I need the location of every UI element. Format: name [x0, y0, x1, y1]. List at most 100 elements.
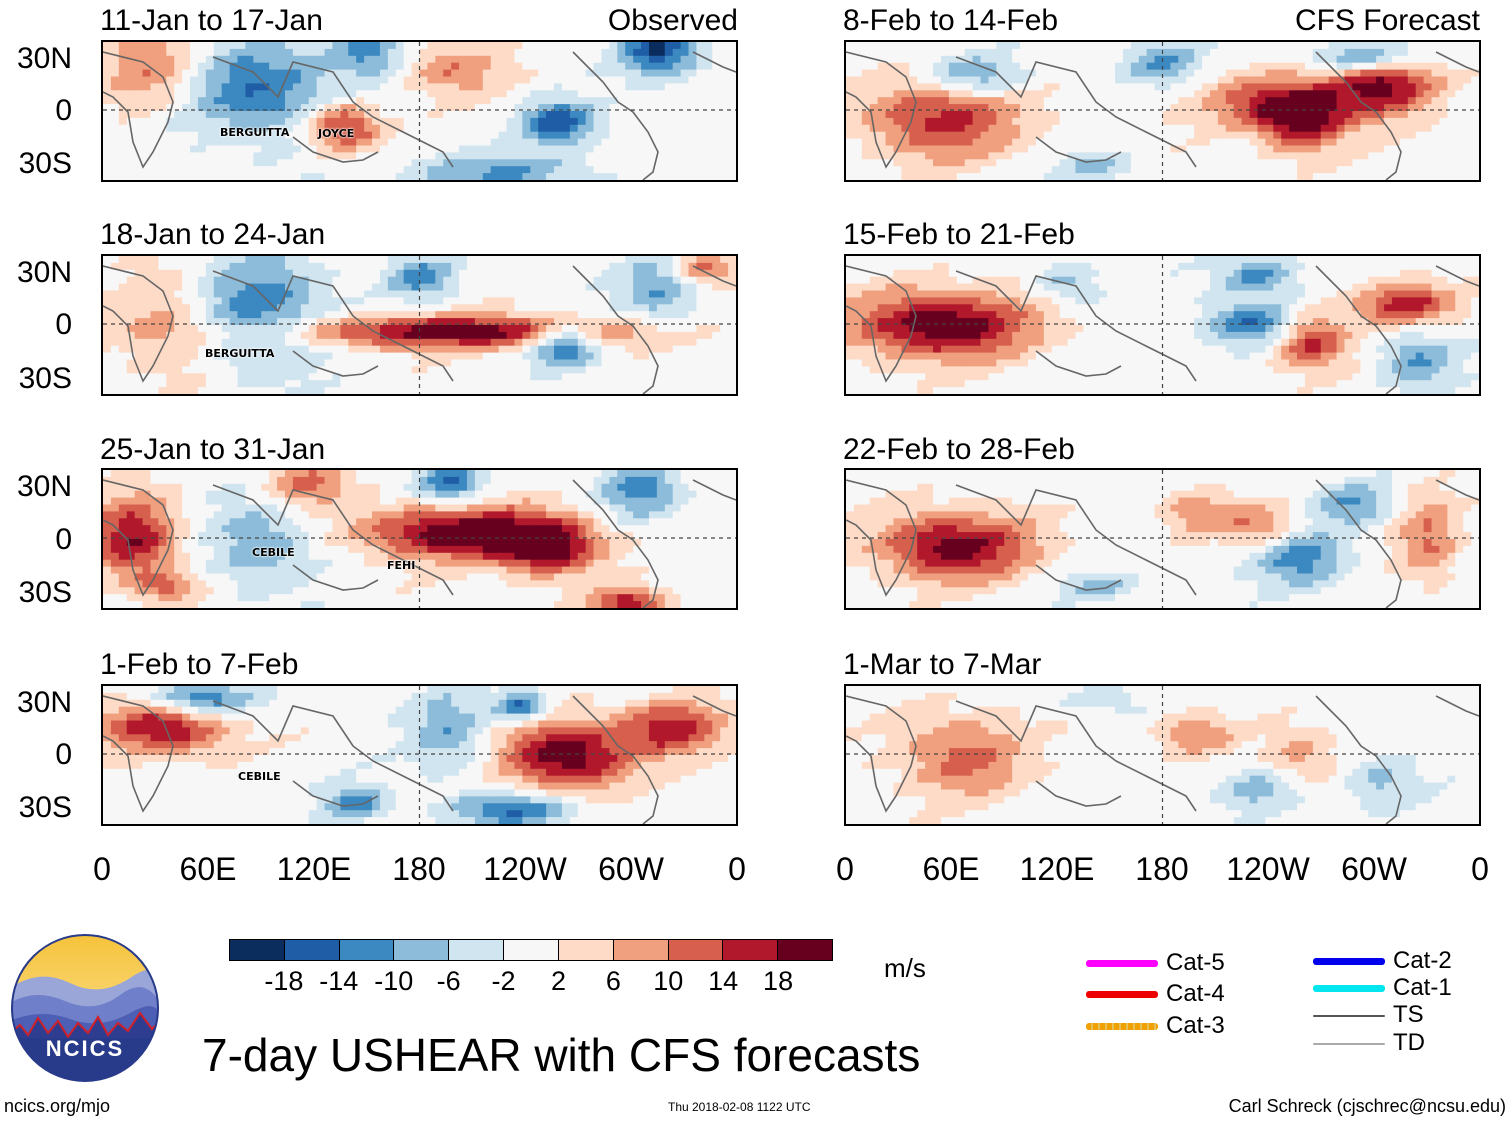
map-panel	[844, 40, 1481, 182]
panel-title: 15-Feb to 21-Feb	[843, 218, 1075, 251]
lon-tick-label: 0	[836, 851, 854, 887]
storm-label: FEHI	[387, 559, 416, 572]
shear-field	[846, 42, 1479, 180]
panel-title: 1-Mar to 7-Mar	[843, 648, 1042, 681]
chart-title: 7-day USHEAR with CFS forecasts	[202, 1029, 921, 1081]
shear-field	[846, 470, 1479, 608]
legend-swatch	[1313, 1015, 1385, 1017]
coastline	[846, 695, 1479, 824]
lon-tick-label: 0	[1471, 851, 1489, 887]
map-panel	[844, 684, 1481, 826]
legend-label: TS	[1393, 1001, 1424, 1028]
lon-tick-label: 60W	[598, 851, 664, 887]
map-panel	[101, 40, 738, 182]
lon-tick-label: 60W	[1341, 851, 1407, 887]
colorbar-tick-label: -2	[491, 966, 516, 996]
ncics-logo-icon: NCICS	[11, 934, 159, 1082]
coastline	[846, 51, 1479, 180]
panel-title: 1-Feb to 7-Feb	[100, 648, 299, 681]
colorbar-tick-label: 2	[550, 966, 566, 996]
colorbar-tick-label: 14	[708, 966, 739, 996]
legend-swatch	[1313, 985, 1385, 992]
coastline	[103, 265, 736, 394]
map-panel	[101, 254, 738, 396]
map-panel	[844, 468, 1481, 610]
legend-swatch	[1086, 1023, 1158, 1030]
lat-tick-label: 0	[55, 523, 72, 556]
colorbar-segment	[613, 940, 669, 960]
lon-tick-label: 180	[392, 851, 446, 887]
lat-tick-label: 30N	[16, 42, 72, 75]
lat-tick-label: 30N	[16, 470, 72, 503]
storm-label: CEBILE	[238, 770, 281, 783]
panel-title: 11-Jan to 17-Jan	[100, 4, 323, 37]
lat-tick-label: 30S	[18, 147, 72, 180]
coastline	[103, 51, 736, 180]
legend-label: Cat-4	[1166, 980, 1225, 1007]
panel-title: 25-Jan to 31-Jan	[100, 433, 326, 466]
lon-tick-label: 60E	[922, 851, 980, 887]
colorbar	[229, 939, 833, 961]
lat-tick-label: 0	[55, 308, 72, 341]
observed-label: Observed	[607, 4, 738, 37]
colorbar-tick-label: 6	[605, 966, 621, 996]
lat-tick-label: 30N	[16, 686, 72, 719]
lon-tick-label: 120W	[483, 851, 567, 887]
footer-url[interactable]: ncics.org/mjo	[4, 1096, 111, 1116]
legend-swatch	[1086, 960, 1158, 967]
colorbar-segment	[723, 940, 779, 960]
coastline	[846, 479, 1479, 608]
footer-timestamp: Thu 2018-02-08 1122 UTC	[668, 1100, 811, 1114]
colorbar-segment	[339, 940, 395, 960]
shear-field	[103, 470, 736, 608]
lon-tick-label: 0	[728, 851, 746, 887]
forecast-label: CFS Forecast	[1294, 4, 1480, 37]
lon-tick-label: 0	[93, 851, 111, 887]
legend-swatch	[1086, 991, 1158, 998]
lon-tick-label: 180	[1135, 851, 1189, 887]
legend-swatch	[1313, 1043, 1385, 1045]
shear-field	[846, 686, 1479, 824]
colorbar-tick-label: 10	[653, 966, 684, 996]
storm-label: JOYCE	[318, 127, 355, 140]
colorbar-segment	[668, 940, 724, 960]
colorbar-segment	[394, 940, 450, 960]
colorbar-segment	[449, 940, 505, 960]
lat-tick-label: 30S	[18, 362, 72, 395]
legend-label: Cat-1	[1393, 974, 1452, 1001]
colorbar-segment	[284, 940, 340, 960]
coastline	[103, 695, 736, 824]
panel-title: 8-Feb to 14-Feb	[843, 4, 1059, 37]
colorbar-tick-label: -10	[374, 966, 414, 996]
shear-field	[103, 686, 736, 824]
panel-title: 18-Jan to 24-Jan	[100, 218, 326, 251]
storm-label: BERGUITTA	[220, 126, 290, 139]
coastline	[846, 265, 1479, 394]
storm-label: CEBILE	[252, 546, 295, 559]
legend-label: TD	[1393, 1029, 1425, 1056]
shear-field	[103, 256, 736, 394]
shear-field	[103, 42, 736, 180]
footer-author: Carl Schreck (cjschrec@ncsu.edu)	[1228, 1096, 1506, 1116]
lat-tick-label: 30N	[16, 256, 72, 289]
colorbar-tick-label: -14	[319, 966, 359, 996]
legend-label: Cat-3	[1166, 1012, 1225, 1039]
ncics-logo: NCICS	[10, 933, 160, 1083]
map-panel	[844, 254, 1481, 396]
lat-tick-label: 30S	[18, 576, 72, 609]
map-panel	[101, 468, 738, 610]
colorbar-tick-label: -6	[436, 966, 461, 996]
lat-tick-label: 0	[55, 94, 72, 127]
lat-tick-label: 30S	[18, 791, 72, 824]
legend-label: Cat-2	[1393, 947, 1452, 974]
lon-tick-label: 60E	[179, 851, 237, 887]
colorbar-segment	[504, 940, 559, 960]
panel-title: 22-Feb to 28-Feb	[843, 433, 1075, 466]
lon-tick-label: 120E	[276, 851, 352, 887]
colorbar-tick-label: 18	[763, 966, 794, 996]
lon-tick-label: 120E	[1019, 851, 1095, 887]
legend-swatch	[1313, 958, 1385, 965]
storm-label: BERGUITTA	[205, 347, 275, 360]
colorbar-segment	[230, 940, 285, 960]
legend-label: Cat-5	[1166, 949, 1225, 976]
